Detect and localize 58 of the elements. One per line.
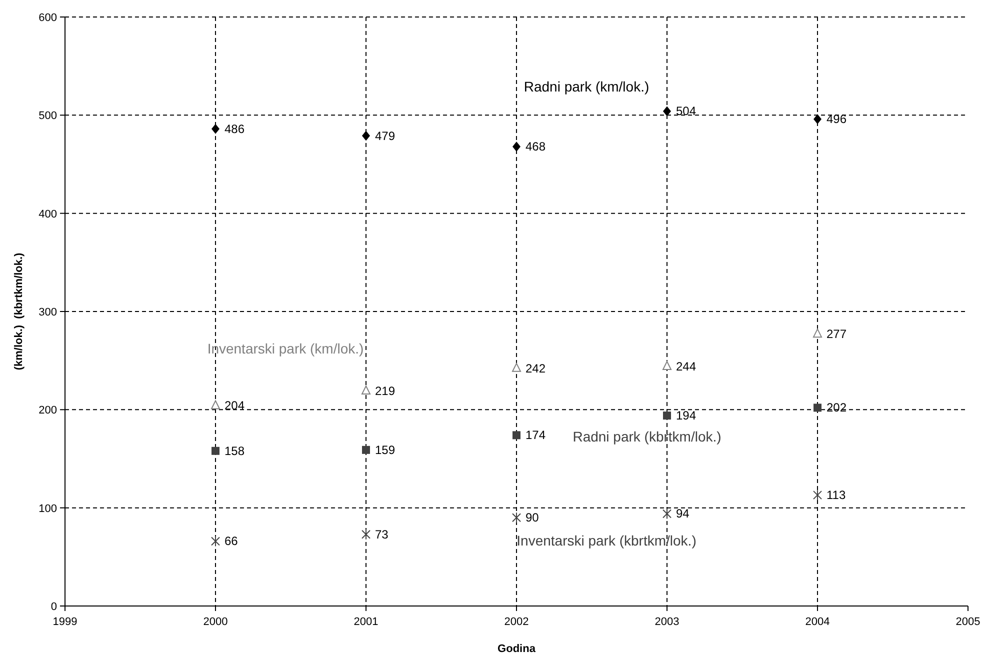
- y-axis-title: (km/lok.) (kbrtkm/lok.): [13, 252, 25, 370]
- point: [212, 124, 220, 134]
- point: [512, 431, 520, 440]
- data-label: 242: [526, 361, 546, 376]
- point: [662, 360, 672, 370]
- data-label: 66: [224, 534, 238, 548]
- point: [362, 528, 370, 540]
- point: [211, 536, 220, 547]
- x-axis-title: Godina: [498, 643, 536, 655]
- x-tick-label: 2004: [805, 616, 830, 628]
- point: [512, 512, 521, 524]
- data-label: 159: [375, 442, 396, 457]
- y-tick-label: 200: [38, 404, 57, 417]
- y-tick-label: 500: [38, 110, 57, 122]
- data-label: 73: [375, 527, 389, 542]
- x-tick-label: 2003: [654, 616, 680, 628]
- y-tick-label: 100: [38, 502, 57, 515]
- data-label: 479: [375, 128, 396, 143]
- y-tick-label: 600: [38, 12, 57, 24]
- y-tick-label: 400: [38, 208, 57, 220]
- point: [813, 490, 822, 501]
- point: [362, 130, 370, 141]
- point: [512, 362, 521, 372]
- point: [814, 114, 822, 124]
- series-label: Inventarski park (kbrtkm/lok.): [516, 532, 696, 549]
- point: [813, 328, 822, 338]
- point: [212, 446, 220, 455]
- data-label: 194: [676, 408, 696, 423]
- y-tick-label: 300: [38, 306, 57, 318]
- point: [362, 446, 370, 454]
- data-label: 277: [826, 327, 847, 342]
- text: Inventarski park (km/lok.): [207, 340, 364, 357]
- data-label: 204: [224, 398, 245, 413]
- series-label: Radni park (kbrtkm/lok.): [572, 428, 722, 445]
- x-tick-label: 2000: [203, 616, 228, 628]
- data-label: 504: [676, 104, 696, 118]
- data-label: 174: [526, 428, 546, 442]
- x-tick-label: 2002: [504, 616, 529, 628]
- data-label: 219: [375, 384, 396, 398]
- data-label: 468: [526, 140, 546, 154]
- data-label: 90: [526, 510, 540, 525]
- point: [814, 404, 822, 412]
- x-tick-label: 2005: [956, 616, 980, 628]
- data-label: 113: [826, 488, 846, 502]
- point: [662, 508, 672, 520]
- point: [663, 106, 671, 116]
- x-tick-label: 1999: [52, 616, 78, 628]
- data-label: 244: [676, 359, 696, 374]
- series-label: Radni park (km/lok.): [524, 78, 650, 95]
- data-label: 486: [224, 122, 245, 136]
- point: [512, 142, 520, 152]
- point: [663, 412, 671, 420]
- point: [362, 386, 370, 395]
- data-label: 94: [676, 506, 690, 521]
- data-label: 158: [224, 444, 245, 458]
- x-tick-label: 2001: [354, 616, 378, 628]
- point: [211, 400, 220, 410]
- y-tick-label: 0: [50, 601, 57, 613]
